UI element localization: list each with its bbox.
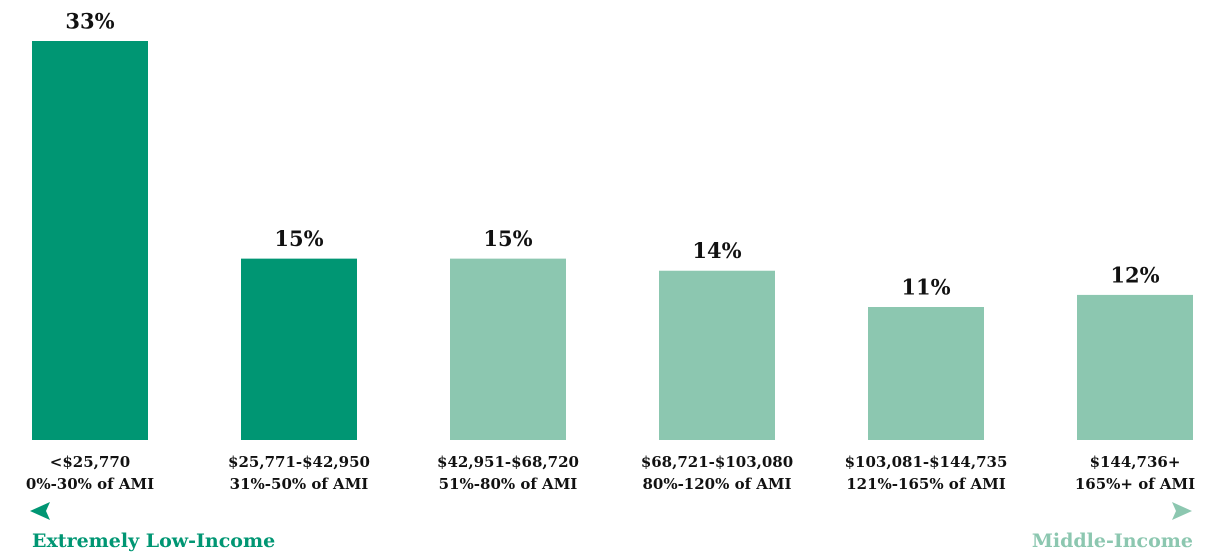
category-label: $25,771-$42,950: [228, 453, 370, 471]
category-sublabel: 80%-120% of AMI: [642, 475, 791, 493]
bar: [1077, 294, 1193, 440]
value-label: 15%: [274, 226, 323, 251]
value-label: 33%: [65, 9, 114, 34]
category-sublabel: 31%-50% of AMI: [230, 475, 369, 493]
category-label: $144,736+: [1090, 453, 1181, 471]
category-label: $103,081-$144,735: [845, 453, 1008, 471]
value-label: 14%: [692, 238, 741, 263]
income-arrow: [30, 502, 1192, 520]
bar: [450, 258, 566, 440]
category-sublabel: 121%-165% of AMI: [846, 475, 1006, 493]
value-label: 12%: [1110, 262, 1159, 287]
annotation-right: Middle-Income: [1032, 530, 1193, 552]
bar: [659, 270, 775, 440]
value-label: 15%: [483, 226, 532, 251]
category-sublabel: 51%-80% of AMI: [439, 475, 578, 493]
bar: [32, 41, 148, 440]
bar: [241, 258, 357, 440]
annotation-left: Extremely Low-Income: [32, 530, 275, 552]
category-sublabel: 165%+ of AMI: [1075, 475, 1195, 493]
category-sublabel: 0%-30% of AMI: [26, 475, 154, 493]
bar: [868, 307, 984, 440]
category-label: $68,721-$103,080: [641, 453, 793, 471]
category-label: $42,951-$68,720: [437, 453, 579, 471]
value-label: 11%: [901, 275, 950, 300]
category-label: <$25,770: [50, 453, 130, 471]
